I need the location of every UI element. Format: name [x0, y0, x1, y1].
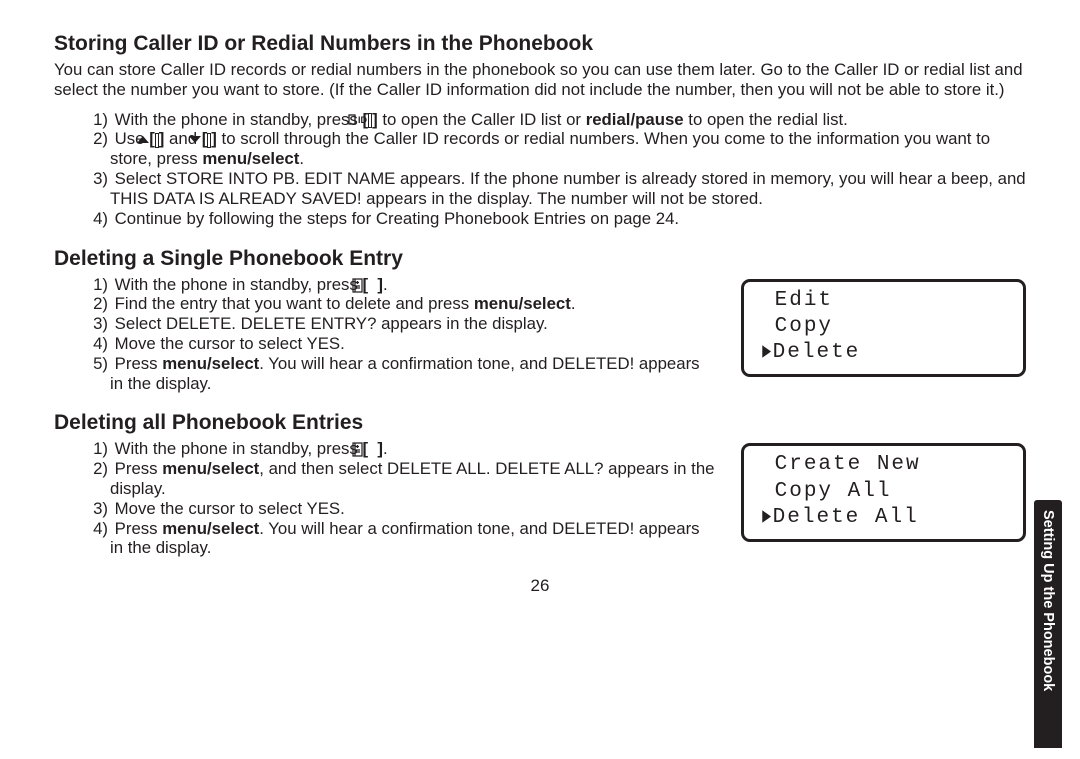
steps-storing: 1) With the phone in standby, press [ID]…: [88, 110, 1026, 229]
lcd-display-single: Edit Copy ▶Delete: [741, 279, 1026, 378]
step: 4) Continue by following the steps for C…: [88, 209, 1026, 229]
section-delete-single: Deleting a Single Phonebook Entry 1) Wit…: [54, 247, 1026, 394]
steps-delete-single: 1) With the phone in standby, press [ ].…: [88, 275, 715, 394]
step: 5) Press menu/select. You will hear a co…: [88, 354, 715, 394]
step: 1) With the phone in standby, press [ ].: [88, 439, 715, 459]
section-delete-all: Deleting all Phonebook Entries 1) With t…: [54, 411, 1026, 558]
step: 1) With the phone in standby, press [ID]…: [88, 110, 1026, 130]
intro-storing: You can store Caller ID records or redia…: [54, 60, 1026, 100]
lcd-line: ▶Delete: [760, 340, 1007, 366]
steps-delete-all: 1) With the phone in standby, press [ ].…: [88, 439, 715, 558]
heading-storing: Storing Caller ID or Redial Numbers in t…: [54, 32, 1026, 56]
lcd-line: Copy: [760, 314, 1007, 340]
manual-page: Storing Caller ID or Redial Numbers in t…: [0, 0, 1080, 616]
section-storing: Storing Caller ID or Redial Numbers in t…: [54, 32, 1026, 229]
step: 2) Find the entry that you want to delet…: [88, 294, 715, 314]
step: 2) Press menu/select, and then select DE…: [88, 459, 715, 499]
step: 2) Use [] and [] to scroll through the C…: [88, 129, 1026, 169]
step: 4) Press menu/select. You will hear a co…: [88, 519, 715, 559]
heading-delete-all: Deleting all Phonebook Entries: [54, 411, 715, 435]
step: 4) Move the cursor to select YES.: [88, 334, 715, 354]
page-number: 26: [54, 576, 1026, 596]
lcd-line: Copy All: [760, 479, 1007, 505]
lcd-display-all: Create New Copy All ▶Delete All: [741, 443, 1026, 542]
step: 3) Select STORE INTO PB. EDIT NAME appea…: [88, 169, 1026, 209]
heading-delete-single: Deleting a Single Phonebook Entry: [54, 247, 715, 271]
step: 3) Select DELETE. DELETE ENTRY? appears …: [88, 314, 715, 334]
step: 1) With the phone in standby, press [ ].: [88, 275, 715, 295]
svg-text:ID: ID: [358, 115, 368, 125]
lcd-line: Edit: [760, 288, 1007, 314]
lcd-line: Create New: [760, 452, 1007, 478]
step: 3) Move the cursor to select YES.: [88, 499, 715, 519]
side-tab: Setting Up the Phonebook: [1034, 500, 1062, 748]
lcd-line: ▶Delete All: [760, 505, 1007, 531]
